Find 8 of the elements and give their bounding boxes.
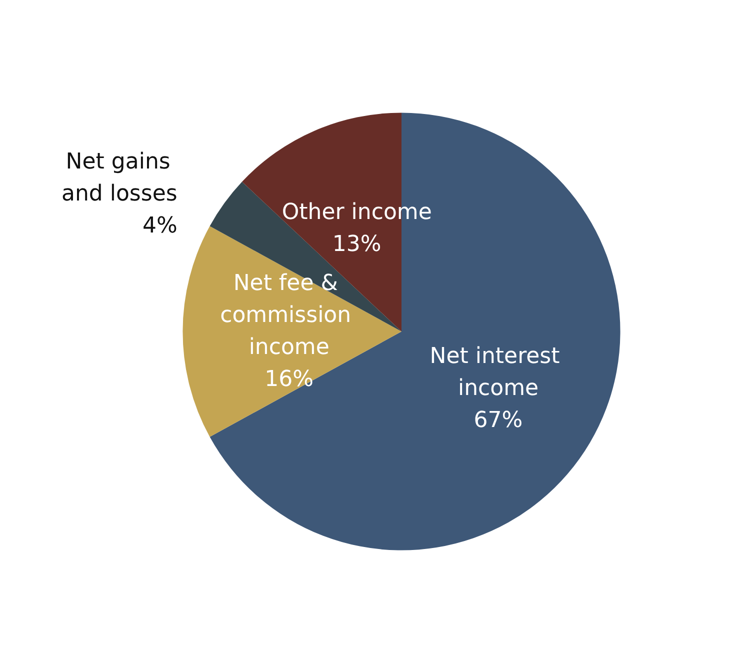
slice-label: Net fee & commission income — [220, 271, 358, 360]
slice-label: Net interest income — [430, 344, 567, 402]
slice-label: Net gains and losses — [61, 150, 178, 207]
data-label: 4% — [142, 214, 178, 239]
slice-label: Other income — [282, 200, 432, 225]
data-label: 67% — [474, 408, 523, 434]
data-label: 13% — [332, 232, 382, 257]
data-label: 16% — [264, 367, 314, 392]
